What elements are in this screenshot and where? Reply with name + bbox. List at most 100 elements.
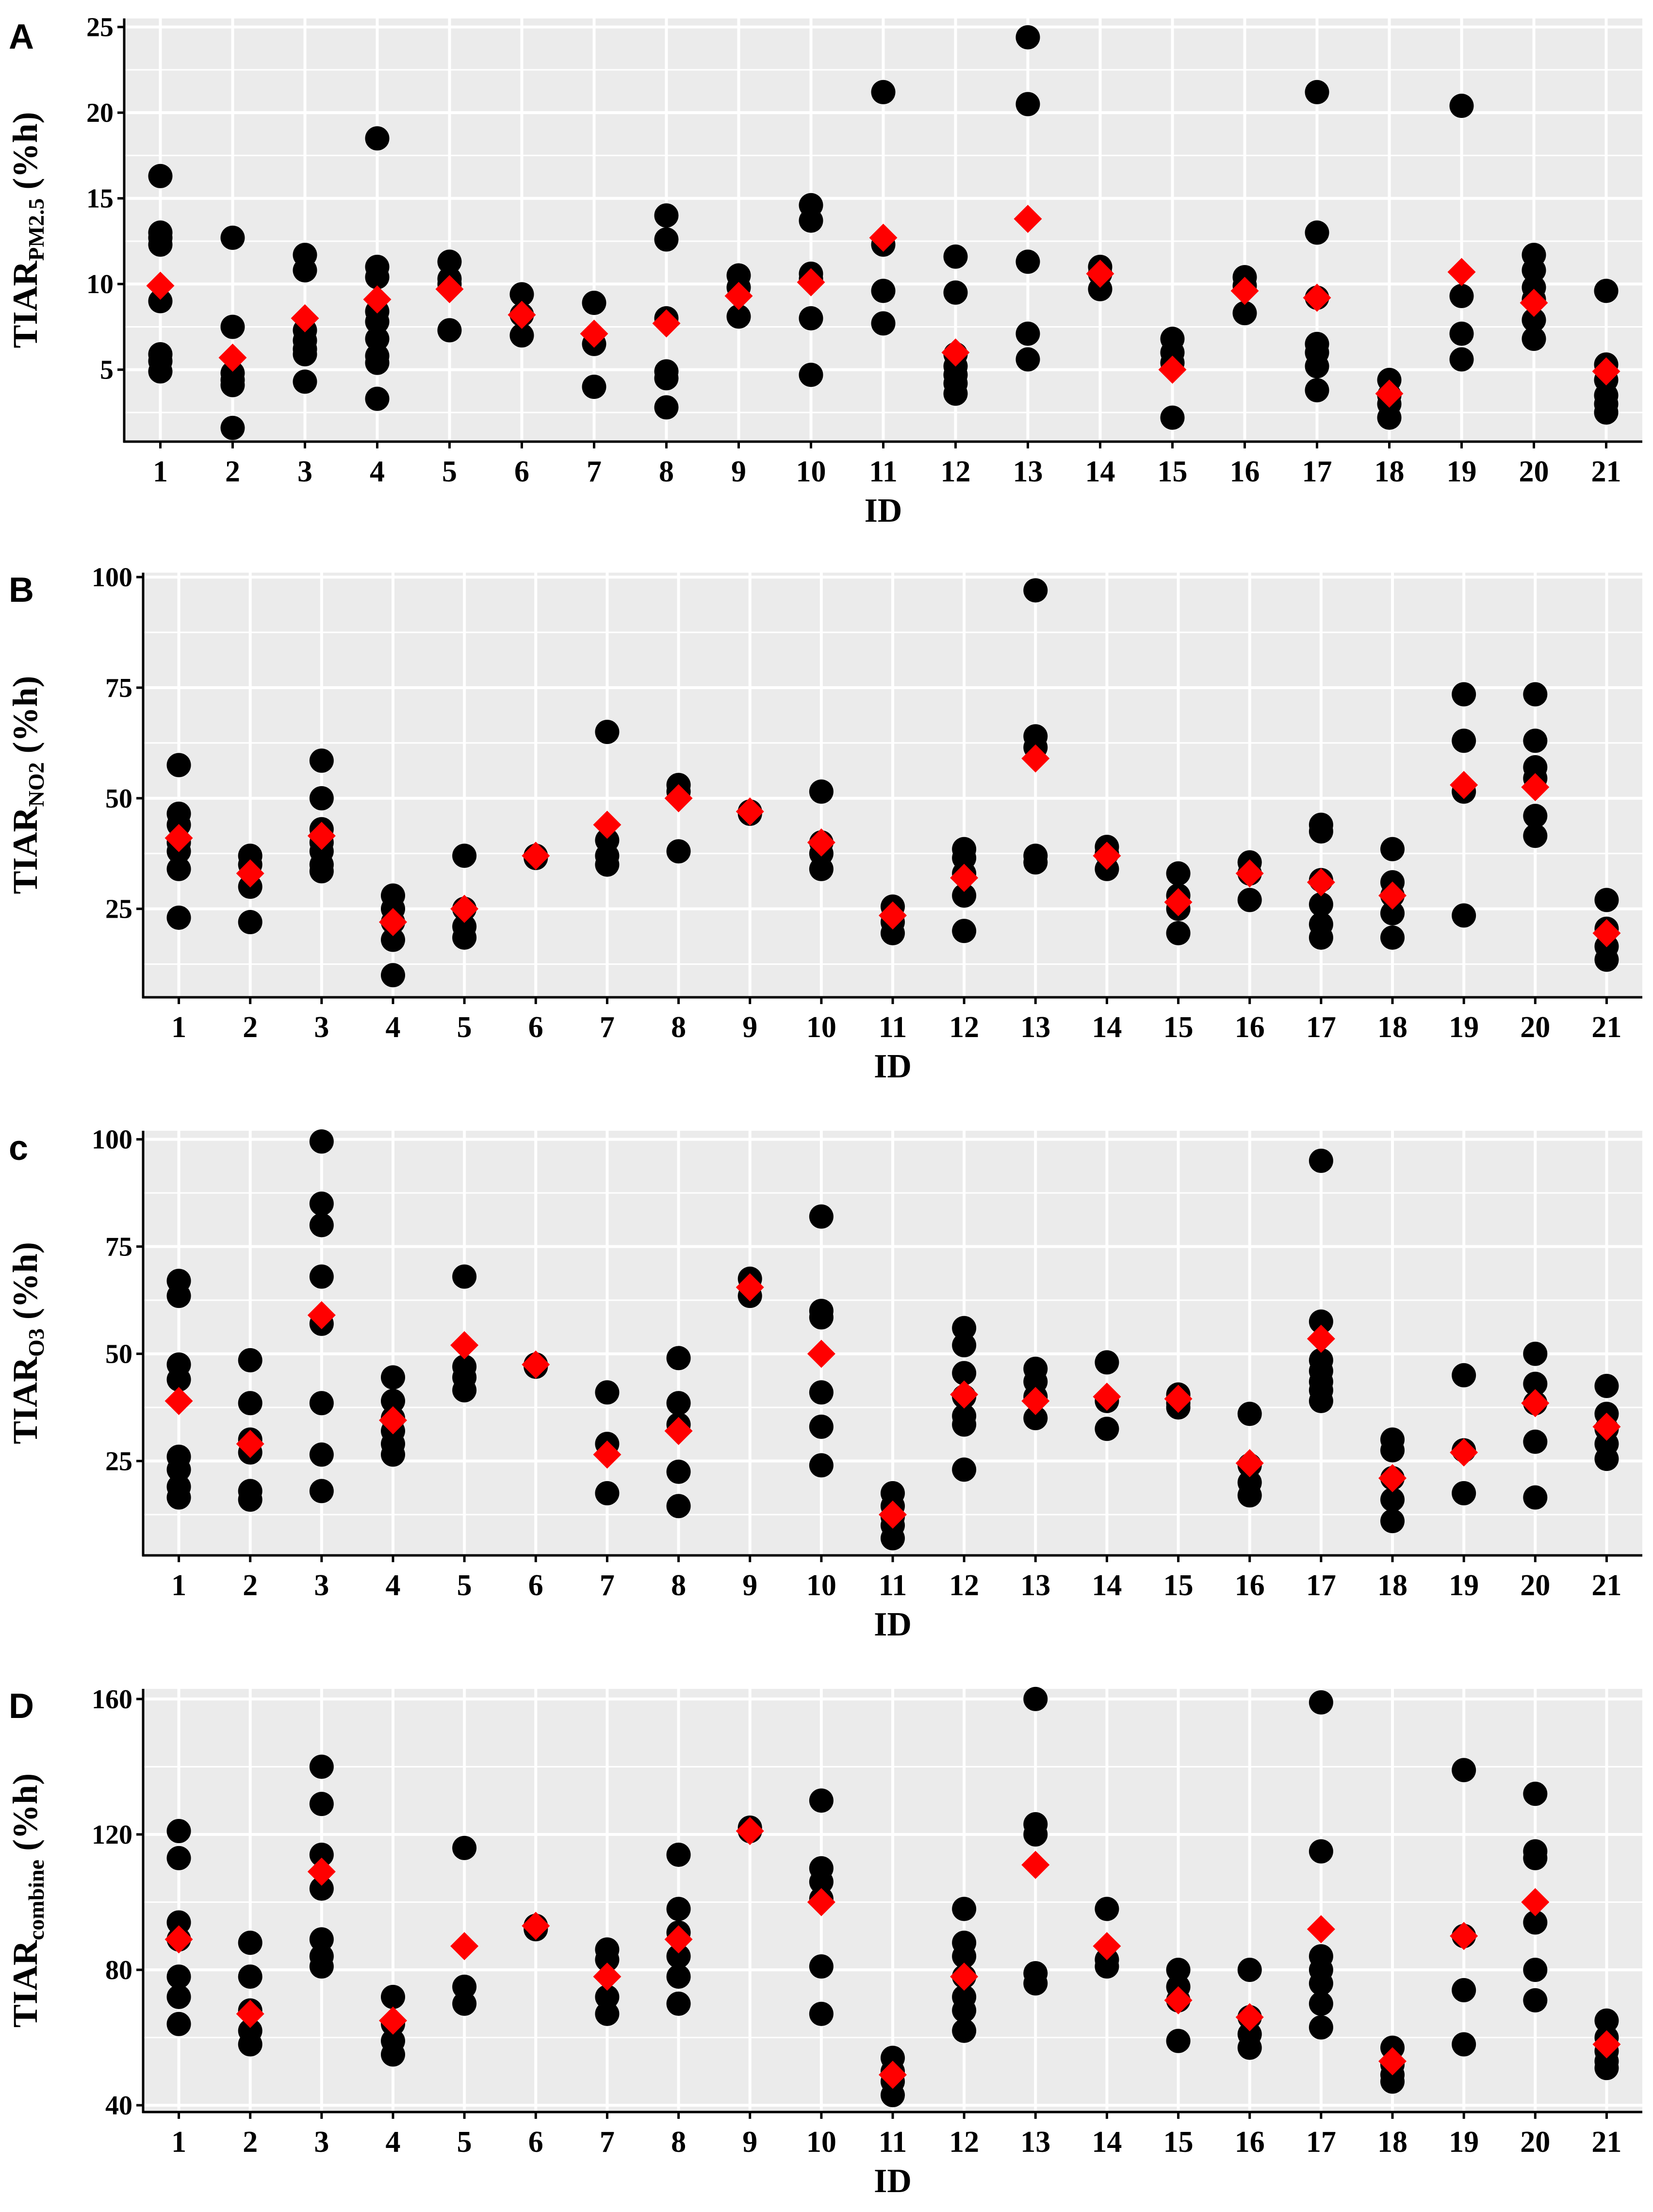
data-point <box>309 1129 334 1154</box>
mean-marker <box>291 304 319 332</box>
data-point <box>582 375 606 399</box>
x-tick-label: 11 <box>879 1569 907 1602</box>
y-tick-label: 15 <box>86 184 114 214</box>
data-point <box>365 309 390 334</box>
data-point <box>309 1479 334 1503</box>
data-point <box>309 1264 334 1289</box>
x-tick-label: 20 <box>1520 2126 1550 2159</box>
data-point <box>309 1842 334 1867</box>
mean-marker <box>652 309 681 338</box>
mean-marker <box>1164 1986 1193 2014</box>
data-point <box>1305 220 1329 245</box>
data-point <box>1309 2015 1333 2040</box>
mean-marker <box>664 1417 693 1445</box>
data-point <box>452 1974 477 1999</box>
y-tick-label: 120 <box>92 1820 132 1850</box>
data-point <box>809 1305 834 1330</box>
x-tick-label: 4 <box>370 455 385 488</box>
x-tick-label: 12 <box>941 455 971 488</box>
data-point <box>595 1948 620 1972</box>
x-tick-label: 9 <box>731 455 746 488</box>
data-point <box>1309 1839 1333 1864</box>
x-tick-label: 8 <box>659 455 674 488</box>
x-tick-label: 9 <box>742 1569 757 1602</box>
mean-marker <box>1021 1850 1050 1879</box>
data-point <box>1594 888 1619 912</box>
x-tick-label: 3 <box>314 2126 329 2159</box>
mean-marker <box>164 1925 193 1954</box>
data-point <box>809 1788 834 1813</box>
data-point <box>1522 308 1546 332</box>
data-point <box>238 1487 262 1512</box>
data-point <box>1523 1485 1548 1510</box>
data-point <box>437 318 462 343</box>
mean-marker <box>1307 1324 1335 1353</box>
x-tick-label: 20 <box>1519 455 1549 488</box>
data-point <box>1452 682 1476 707</box>
data-point <box>595 1380 620 1405</box>
data-point <box>809 1869 834 1894</box>
mean-marker <box>1521 1389 1550 1418</box>
data-point <box>309 1191 334 1216</box>
data-point <box>309 1442 334 1467</box>
x-tick-label: 21 <box>1591 1011 1621 1044</box>
mean-marker <box>1307 868 1335 897</box>
data-point <box>381 2042 405 2067</box>
data-point <box>952 1361 977 1386</box>
mean-marker <box>1307 1915 1335 1944</box>
y-tick-label: 25 <box>86 13 114 43</box>
data-point <box>381 1442 405 1467</box>
data-point <box>1380 925 1405 950</box>
mean-marker <box>307 822 336 850</box>
x-tick-label: 14 <box>1092 1569 1122 1602</box>
mean-marker <box>1378 1464 1407 1492</box>
x-tick-label: 7 <box>600 2126 615 2159</box>
data-point <box>666 1842 691 1867</box>
data-point <box>309 1213 334 1238</box>
data-point <box>1452 2032 1476 2057</box>
data-point <box>1309 819 1333 844</box>
x-tick-label: 19 <box>1447 455 1477 488</box>
data-point <box>1305 378 1329 403</box>
x-tick-label: 15 <box>1163 2126 1194 2159</box>
data-point <box>1377 405 1402 430</box>
data-point <box>1015 25 1040 50</box>
data-point <box>365 386 390 411</box>
y-axis-title-subscript: combine <box>24 1860 49 1940</box>
mean-marker <box>593 810 622 839</box>
data-point <box>1452 1363 1476 1387</box>
data-point <box>1523 728 1548 753</box>
data-point <box>238 1391 262 1416</box>
data-point <box>809 1380 834 1405</box>
data-point <box>166 857 191 881</box>
x-tick-label: 13 <box>1020 2126 1050 2159</box>
x-tick-label: 7 <box>600 1011 615 1044</box>
mean-marker <box>1093 1382 1121 1411</box>
y-tick-label: 25 <box>105 894 132 924</box>
data-point <box>799 306 823 330</box>
data-point <box>1452 728 1476 753</box>
x-tick-label: 21 <box>1591 2126 1621 2159</box>
mean-marker <box>146 271 175 300</box>
panel-label: A <box>9 17 34 56</box>
data-point <box>809 1414 834 1439</box>
data-point <box>365 327 390 351</box>
data-point <box>881 1526 905 1551</box>
data-point <box>1452 1758 1476 1783</box>
data-point <box>166 1964 191 1989</box>
mean-marker <box>522 1912 550 1940</box>
data-point <box>166 1457 191 1482</box>
x-tick-label: 4 <box>386 1569 401 1602</box>
mean-marker <box>736 797 764 826</box>
y-tick-label: 75 <box>105 673 132 703</box>
data-point <box>166 753 191 777</box>
mean-marker <box>1375 380 1404 408</box>
y-tick-label: 75 <box>105 1232 132 1262</box>
data-point <box>381 1365 405 1390</box>
mean-marker <box>1592 1412 1621 1441</box>
x-tick-label: 4 <box>386 2126 401 2159</box>
data-point <box>309 1927 334 1952</box>
